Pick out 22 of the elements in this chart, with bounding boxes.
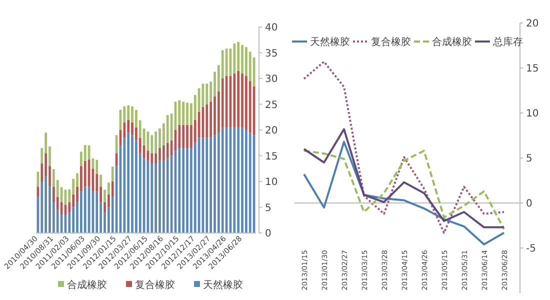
legend-label: 复合橡胶: [371, 36, 411, 48]
y-tick-label: 5: [265, 202, 272, 214]
y-tick-label: 30: [265, 74, 278, 85]
y-tick-label: 15: [265, 151, 278, 162]
y-tick-label: 5: [526, 154, 532, 164]
y-tick-label: 20: [526, 18, 539, 30]
y-tick-label: -5: [526, 244, 536, 254]
y-tick-label: 0: [526, 198, 532, 210]
legend-label: 复合橡胶: [135, 279, 175, 291]
legend-label: 天然橡胶: [310, 36, 350, 48]
y-tick-label: 40: [265, 22, 278, 34]
legend-label: 合成橡胶: [432, 36, 472, 48]
legend-label: 总库存: [492, 36, 523, 48]
y-tick-label: 10: [265, 177, 278, 188]
y-tick-label: 15: [526, 64, 539, 74]
y-tick-label: 35: [265, 48, 278, 60]
legend-label: 合成橡胶: [67, 279, 107, 291]
y-tick-label: 20: [265, 126, 278, 136]
y-tick-label: 10: [526, 108, 539, 120]
y-tick-label: 0: [265, 228, 272, 240]
legend-label: 天然橡胶: [203, 279, 243, 291]
y-tick-label: 25: [265, 100, 278, 111]
